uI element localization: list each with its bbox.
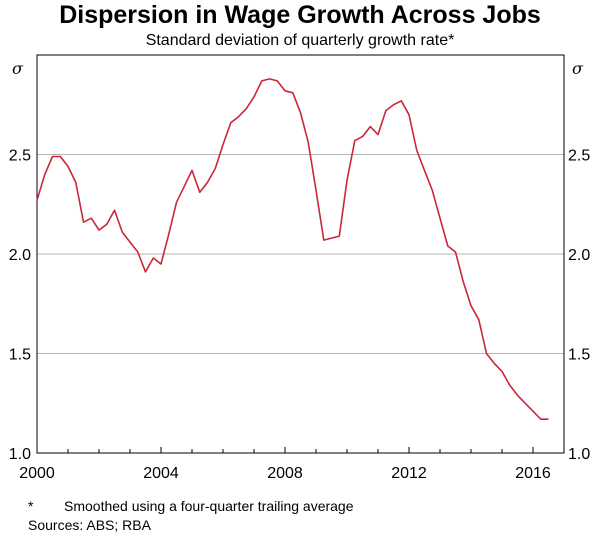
y-tick-label-left: 2.0 bbox=[9, 247, 31, 264]
y-unit-label-right: σ bbox=[572, 59, 584, 78]
y-tick-label-left: 2.5 bbox=[9, 148, 31, 165]
y-tick-label-right: 2.5 bbox=[568, 148, 590, 165]
x-tick-label: 2008 bbox=[267, 465, 303, 482]
footnote-marker: * bbox=[28, 498, 34, 514]
axis-labels: 2000 2004 2008 2012 2016 1.0 1.0 1.5 1.5 2.0 2.0 2.… bbox=[9, 59, 591, 482]
x-tick-label: 2016 bbox=[515, 465, 551, 482]
plot-frame bbox=[36, 54, 565, 454]
series-line bbox=[36, 78, 549, 421]
axis-ticks bbox=[36, 447, 565, 453]
chart-title: Dispersion in Wage Growth Across Jobs bbox=[59, 1, 541, 29]
y-tick-label-right: 2.0 bbox=[568, 247, 590, 264]
x-tick-label: 2012 bbox=[391, 465, 427, 482]
y-unit-label-left: σ bbox=[12, 59, 24, 78]
y-tick-label-right: 1.5 bbox=[568, 347, 590, 364]
footnote-text: Smoothed using a four-quarter trailing a… bbox=[64, 498, 354, 514]
sources-note: Sources: ABS; RBA bbox=[28, 517, 151, 533]
y-tick-label-left: 1.5 bbox=[9, 347, 31, 364]
chart-subtitle: Standard deviation of quarterly growth r… bbox=[145, 32, 455, 49]
y-tick-label-right: 1.0 bbox=[568, 446, 590, 463]
gridlines bbox=[37, 154, 564, 354]
y-tick-label-left: 1.0 bbox=[9, 446, 31, 463]
x-tick-label: 2000 bbox=[19, 465, 55, 482]
x-tick-label: 2004 bbox=[143, 465, 179, 482]
